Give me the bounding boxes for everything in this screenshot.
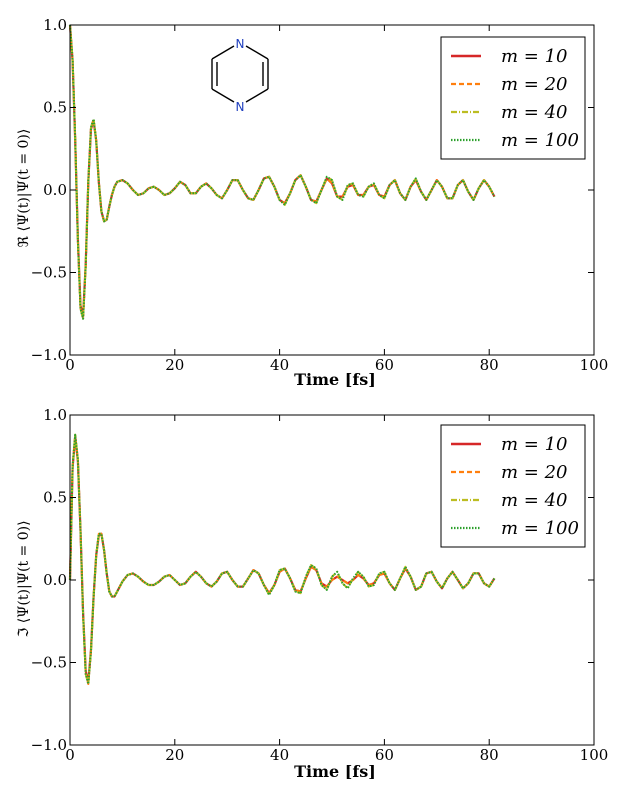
y-tick-label: −1.0 xyxy=(31,736,67,754)
x-tick-label: 100 xyxy=(580,356,609,374)
x-tick-label: 80 xyxy=(480,356,499,374)
x-tick-label: 0 xyxy=(65,356,75,374)
y-tick-label: −0.5 xyxy=(31,264,67,282)
y-axis-label: ℜ ⟨Ψ(t)|Ψ(t = 0)⟩ xyxy=(16,129,32,248)
pyrazine-molecule: N N xyxy=(211,37,269,114)
legend-label: m = 40 xyxy=(501,102,568,123)
x-tick-label: 40 xyxy=(270,746,289,764)
x-tick-label: 20 xyxy=(165,356,184,374)
y-tick-label: −1.0 xyxy=(31,346,67,364)
y-tick-label: 0.5 xyxy=(43,99,67,117)
imaginary-part-panel: ℑ ⟨Ψ(t)|Ψ(t = 0)⟩ Time [fs] 0 20 40 60 80 100… xyxy=(16,406,608,781)
legend-label: m = 20 xyxy=(501,74,568,95)
legend-label: m = 40 xyxy=(501,490,568,511)
x-tick-label: 60 xyxy=(375,356,394,374)
legend-box xyxy=(440,36,586,160)
x-tick-label: 60 xyxy=(375,746,394,764)
x-tick-label: 80 xyxy=(480,746,499,764)
nitrogen-atom-bottom: N xyxy=(236,100,245,114)
x-axis-label: Time [fs] xyxy=(294,762,376,781)
x-tick-label: 100 xyxy=(580,746,609,764)
x-tick-label: 40 xyxy=(270,356,289,374)
series-line-2 xyxy=(69,24,496,320)
y-tick-label: 0.0 xyxy=(43,181,67,199)
legend-label: m = 100 xyxy=(501,130,579,151)
series-line-3 xyxy=(69,24,496,320)
legend-label: m = 10 xyxy=(501,46,568,67)
nitrogen-atom-top: N xyxy=(236,37,245,51)
y-tick-label: 1.0 xyxy=(43,16,67,34)
legend-label: m = 100 xyxy=(501,518,579,539)
legend-box xyxy=(440,424,586,548)
legend: m = 10 m = 20 m = 40 m = 100 xyxy=(440,36,586,160)
y-tick-label: 1.0 xyxy=(43,406,67,424)
series-line-0 xyxy=(68,435,496,684)
x-axis-label: Time [fs] xyxy=(294,370,376,389)
series-line-2 xyxy=(69,433,496,685)
real-part-panel: ℜ ⟨Ψ(t)|Ψ(t = 0)⟩ Time [fs] 0 20 40 60 80 100… xyxy=(16,16,608,389)
y-tick-label: 0.5 xyxy=(43,489,67,507)
x-tick-label: 0 xyxy=(65,746,75,764)
series-line-1 xyxy=(69,24,496,320)
legend-label: m = 10 xyxy=(501,434,568,455)
series-line-3 xyxy=(69,433,496,685)
series-line-0 xyxy=(68,24,496,317)
x-tick-label: 20 xyxy=(165,746,184,764)
y-tick-label: 0.0 xyxy=(43,571,67,589)
legend: m = 10 m = 20 m = 40 m = 100 xyxy=(440,424,586,548)
legend-label: m = 20 xyxy=(501,462,568,483)
y-tick-label: −0.5 xyxy=(31,654,67,672)
y-axis-label: ℑ ⟨Ψ(t)|Ψ(t = 0)⟩ xyxy=(16,520,32,637)
series-line-1 xyxy=(69,433,496,685)
